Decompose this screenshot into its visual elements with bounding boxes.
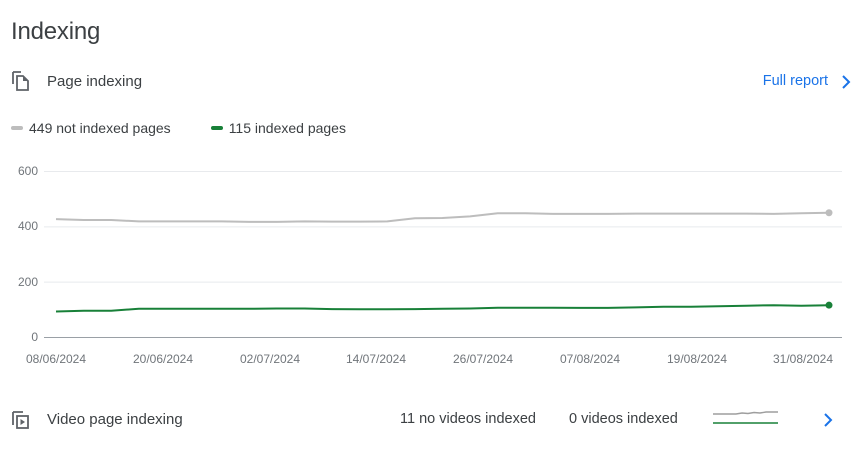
x-tick-label: 14/07/2024 (345, 352, 407, 366)
x-tick-label: 08/06/2024 (25, 352, 87, 366)
chart-lines (55, 209, 833, 313)
chevron-right-icon[interactable] (840, 74, 852, 90)
video-pages-icon (11, 410, 33, 432)
legend-item-indexed[interactable]: 115 indexed pages (210, 120, 346, 136)
y-tick-label: 200 (17, 275, 38, 289)
page-title: Indexing (11, 18, 101, 45)
legend-swatch-gray (11, 126, 23, 130)
copy-pages-icon (11, 70, 33, 92)
chart-gridlines (44, 171, 842, 338)
full-report-link[interactable]: Full report (762, 73, 828, 89)
legend-item-not-indexed[interactable]: 449 not indexed pages (11, 120, 171, 136)
x-tick-label: 07/08/2024 (559, 352, 621, 366)
y-tick-label: 600 (17, 164, 38, 178)
chart-legend: 449 not indexed pages 115 indexed pages (11, 120, 386, 136)
x-tick-label: 31/08/2024 (772, 352, 834, 366)
chevron-right-icon[interactable] (822, 412, 834, 428)
x-tick-label: 02/07/2024 (239, 352, 301, 366)
x-tick-label: 26/07/2024 (452, 352, 514, 366)
videos-indexed-count: 0 videos indexed (569, 411, 678, 427)
no-videos-indexed-count: 11 no videos indexed (400, 411, 536, 427)
legend-label: 115 indexed pages (228, 120, 346, 136)
legend-label: 449 not indexed pages (29, 120, 171, 136)
y-tick-label: 400 (17, 219, 38, 233)
legend-swatch-green (210, 126, 223, 130)
video-sparkline (712, 410, 780, 426)
y-tick-label: 0 (31, 330, 38, 344)
video-page-indexing-label: Video page indexing (47, 411, 183, 428)
page-indexing-label: Page indexing (47, 73, 143, 90)
x-tick-label: 20/06/2024 (132, 352, 194, 366)
x-tick-label: 19/08/2024 (666, 352, 728, 366)
